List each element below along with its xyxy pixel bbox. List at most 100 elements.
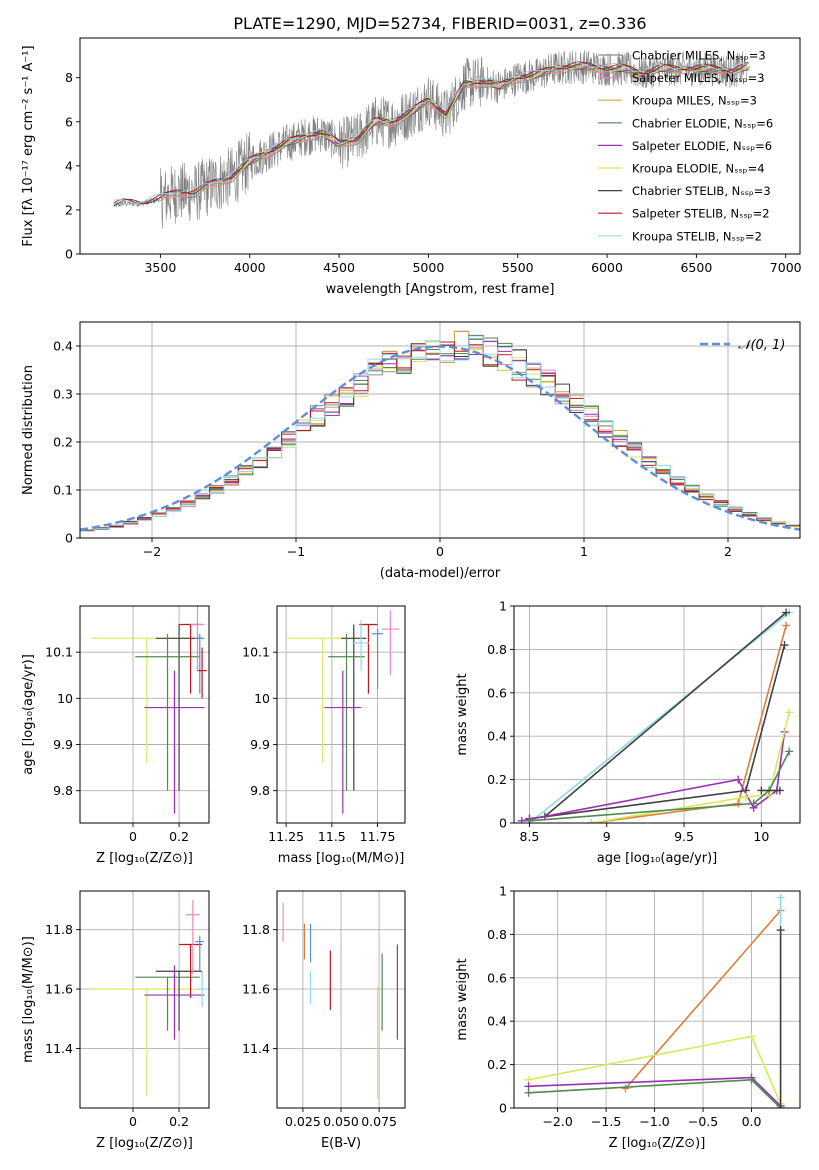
x-tick-label: 6500 [680,260,712,275]
plot-area [517,608,794,823]
plus-marker [734,799,743,808]
spectrum-panel: 3500 4000 4500 5000 5500 6000 6500 7000 0 2 4 6 8 wav… [21,37,802,297]
x-tick-label: 0.025 [285,1114,321,1129]
error-bar-point [197,971,207,1007]
plus-marker [734,775,743,784]
axes-frame [79,605,210,824]
mass-weight-line [529,751,790,822]
plus-marker [776,926,785,935]
axes-frame [79,321,801,539]
legend-label: Kroupa ELODIE, Nₛₛₚ=4 [632,162,765,176]
mass-weight-line [544,611,787,818]
x-axis-label: age [log₁₀(age/yr)] [597,851,718,866]
x-tick-label: 2 [724,544,732,559]
y-tick-label: 8 [65,70,73,85]
plot-area [91,606,207,814]
mass-weight-vs-age-panel: 8.5 9 9.5 10 0 0.2 0.4 0.6 0.8 1 age [log₁₀(age/yr… [455,599,801,866]
plot-area [286,610,400,814]
plot-area [524,893,785,1108]
x-tick-label: −1.0 [639,1114,669,1129]
residual-histogram [80,335,800,532]
x-tick-label: 0.0 [742,1114,762,1129]
x-tick-label: 0 [129,1114,137,1129]
axes-frame [513,890,801,1109]
x-tick-label: 3500 [144,260,176,275]
error-bar-point [185,899,200,975]
x-tick-label: 0.050 [323,1114,359,1129]
mass-weight-line [591,625,787,823]
y-axis-label: mass [log₁₀(M/M⊙)] [21,936,36,1063]
y-tick-label: 10 [254,691,270,706]
x-tick-label: 0 [436,544,444,559]
plus-marker [780,641,789,650]
x-tick-label: 5500 [502,260,534,275]
legend-label: Salpeter MILES, Nₛₛₚ=3 [632,71,765,85]
x-axis-label: (data-model)/error [380,566,501,581]
y-tick-label: 0 [499,1101,507,1116]
error-bar-point [135,976,200,1031]
y-tick-label: 11.6 [45,982,73,997]
y-tick-label: 9.9 [250,737,270,752]
y-tick-label: 0.3 [53,387,73,402]
plus-marker [747,1075,756,1084]
y-tick-label: 11.6 [242,982,270,997]
x-axis-label: Z [log₁₀(Z/Z⊙)] [96,1136,193,1151]
y-tick-label: 0.2 [53,435,73,450]
plus-marker [782,608,791,617]
x-tick-label: 4000 [234,260,266,275]
legend-label: Chabrier MILES, Nₛₛₚ=3 [632,49,766,63]
x-tick-label: 11.25 [268,829,304,844]
plot-area [282,902,398,1100]
legend-label: Kroupa MILES, Nₛₛₚ=3 [632,94,757,108]
error-bar-point [135,633,200,791]
residual-histogram-panel: −2 −1 0 1 2 0 0.1 0.2 0.3 0.4 (data-model)/error No… [21,321,801,581]
plus-marker [785,747,794,756]
x-tick-label: −2 [143,544,161,559]
x-tick-label: −1.5 [591,1114,621,1129]
y-tick-label: 0.1 [53,483,73,498]
x-tick-label: 8.5 [520,829,540,844]
legend: 𝒩(0, 1) [700,338,785,353]
mass-weight-line [528,611,790,823]
mass-weight-line [624,909,782,1090]
error-bar-point [359,623,378,694]
y-tick-label: 0.6 [487,970,507,985]
error-bar-point [195,633,205,694]
x-tick-label: 1 [580,544,588,559]
y-tick-label: 11.4 [242,1041,270,1056]
figure-title: PLATE=1290, MJD=52734, FIBERID=0031, z=0… [233,14,646,33]
error-bar-point [144,670,205,814]
error-bar-point [179,623,203,694]
error-bar-point [372,629,384,690]
legend-label: Kroupa STELIB, Nₛₛₚ=2 [632,229,762,243]
y-tick-label: 11.8 [45,922,73,937]
y-axis-label: Flux [fλ 10⁻¹⁷ erg cm⁻² s⁻¹ A⁻¹] [21,45,36,246]
y-tick-label: 0.2 [487,1057,507,1072]
plus-marker [757,786,766,795]
legend-label: Salpeter STELIB, Nₛₛₚ=2 [632,207,770,221]
mass-vs-extinction-panel: 0.025 0.050 0.075 11.4 11.6 11.8 E(B-V) [242,890,406,1151]
age-vs-mass-panel: 11.25 11.5 11.75 9.8 9.9 10 10.1 mass [log₁₀(M/… [242,605,406,866]
x-tick-label: 9 [603,829,611,844]
axes-frame [79,37,801,255]
x-tick-label: 10 [753,829,769,844]
plus-marker [517,816,526,823]
y-tick-label: 0.8 [487,927,507,942]
x-tick-label: 11.75 [360,829,396,844]
y-axis-label: age [log₁₀(age/yr)] [21,654,36,775]
legend-label: Chabrier ELODIE, Nₛₛₚ=6 [632,116,773,130]
plus-marker [741,792,750,801]
x-tick-label: 0.2 [169,829,189,844]
error-bar-point [156,970,203,1031]
plus-marker [749,799,758,808]
plus-marker [775,786,784,795]
plus-marker [621,1084,630,1093]
y-tick-label: 2 [65,202,73,217]
error-bar-point [381,610,400,676]
y-tick-label: 0.2 [487,772,507,787]
error-bar-point [328,633,365,791]
plus-marker [747,1032,756,1041]
x-tick-label: 0.075 [361,1114,397,1129]
y-tick-label: 0 [65,247,73,262]
legend-label: Salpeter ELODIE, Nₛₛₚ=6 [632,139,772,153]
